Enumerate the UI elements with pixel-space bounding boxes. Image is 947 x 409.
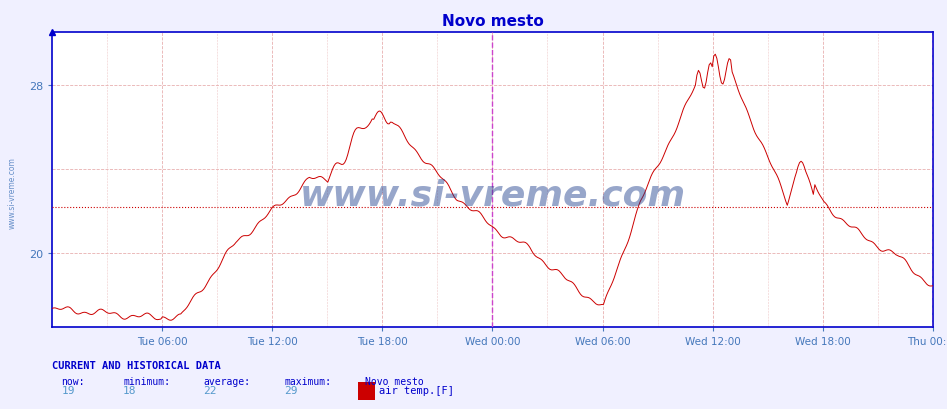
Text: 29: 29 (284, 384, 297, 395)
Text: www.si-vreme.com: www.si-vreme.com (8, 156, 17, 228)
Text: 22: 22 (204, 384, 217, 395)
Text: air temp.[F]: air temp.[F] (379, 384, 454, 395)
Title: Novo mesto: Novo mesto (441, 14, 544, 29)
Text: maximum:: maximum: (284, 376, 331, 387)
Text: CURRENT AND HISTORICAL DATA: CURRENT AND HISTORICAL DATA (52, 360, 221, 370)
Text: average:: average: (204, 376, 251, 387)
Text: minimum:: minimum: (123, 376, 170, 387)
Text: 18: 18 (123, 384, 136, 395)
Text: www.si-vreme.com: www.si-vreme.com (299, 178, 686, 211)
Text: now:: now: (62, 376, 85, 387)
Text: 19: 19 (62, 384, 75, 395)
Text: Novo mesto: Novo mesto (365, 376, 423, 387)
